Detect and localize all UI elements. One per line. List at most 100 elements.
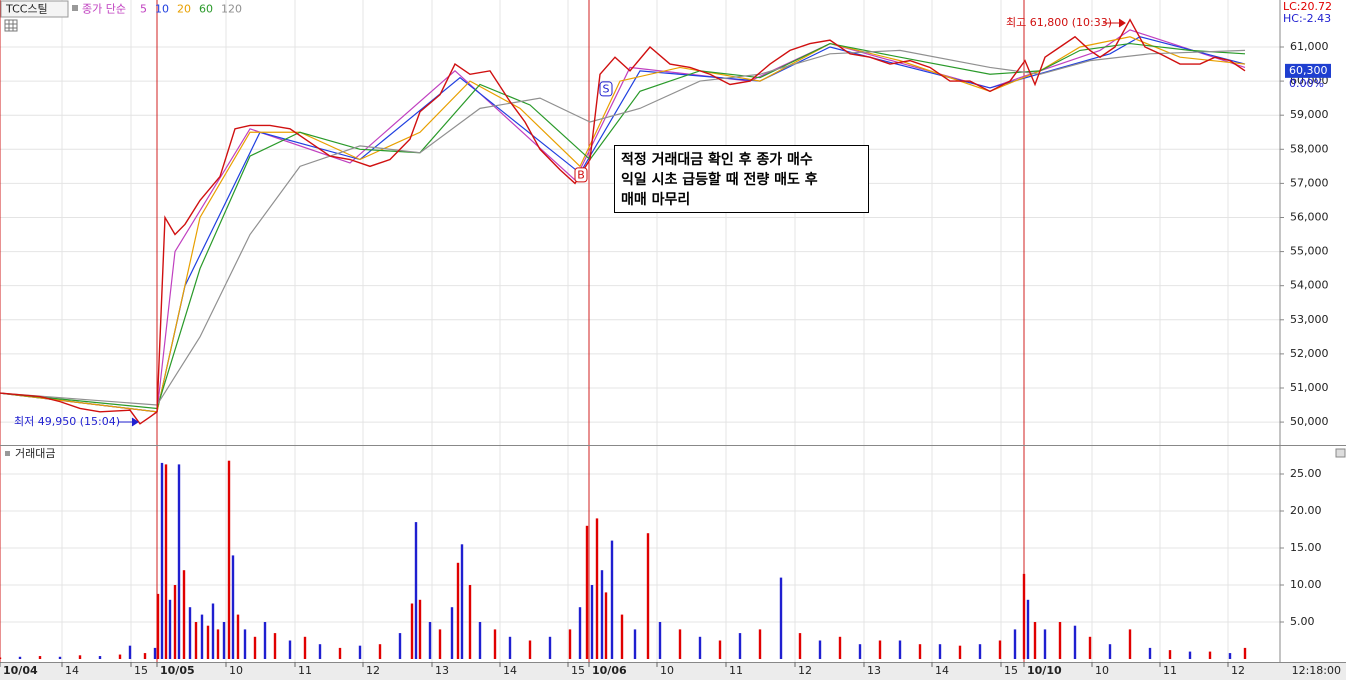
volume-bar <box>231 555 235 659</box>
legend-entry[interactable]: 10 <box>155 3 169 16</box>
volume-bar <box>938 644 942 659</box>
volume-bar <box>438 629 442 659</box>
volume-bar <box>216 629 220 659</box>
volume-bar <box>878 640 882 659</box>
volume-bar <box>568 629 572 659</box>
last-price: 60,300 <box>1289 64 1328 77</box>
volume-bar <box>604 592 608 659</box>
volume-bar <box>898 640 902 659</box>
ma-label: 종가 단순 <box>82 3 126 16</box>
legend-entry[interactable]: 120 <box>221 3 242 16</box>
volume-bar <box>858 644 862 659</box>
volume-bar <box>0 657 2 659</box>
y-tick-label: 51,000 <box>1290 381 1329 394</box>
volume-bar <box>273 633 277 659</box>
grid-icon[interactable] <box>4 19 18 32</box>
ma-line <box>0 42 1246 410</box>
x-tick-label: 10 <box>1095 664 1109 677</box>
volume-bar <box>456 562 460 659</box>
volume-bar <box>182 570 186 659</box>
volume-bar <box>358 645 362 659</box>
x-tick-label: 10/10 <box>1027 664 1062 677</box>
x-tick-label: 12 <box>798 664 812 677</box>
volume-bar <box>188 607 192 659</box>
low-label: 최저 49,950 (15:04) <box>14 415 120 428</box>
volume-bar <box>338 647 342 659</box>
volume-bar <box>678 629 682 659</box>
y-tick-label: 20.00 <box>1290 504 1322 517</box>
lc-label: LC:20.72 <box>1283 0 1332 13</box>
price-line <box>0 18 1246 425</box>
volume-bar <box>1148 647 1152 659</box>
panel-button[interactable] <box>1335 448 1346 458</box>
x-tick-label: 14 <box>65 664 79 677</box>
volume-bar <box>414 522 418 659</box>
volume-bar <box>978 644 982 659</box>
x-tick-label: 10/04 <box>3 664 38 677</box>
time-label: 12:18:00 <box>1292 664 1341 677</box>
legend-entry[interactable]: 60 <box>199 3 213 16</box>
change: 0.00% <box>1289 77 1324 90</box>
volume-title: 거래대금 <box>15 447 55 460</box>
volume-bar <box>493 629 497 659</box>
y-tick-label: 52,000 <box>1290 347 1329 360</box>
last-price-box <box>1285 63 1331 78</box>
volume-bar <box>610 540 614 659</box>
x-tick-label: 13 <box>435 664 449 677</box>
ma-line <box>0 36 1246 413</box>
y-tick-label: 59,000 <box>1290 108 1329 121</box>
volume-bar <box>468 585 472 659</box>
volume-bar <box>211 603 215 659</box>
ma-line <box>0 36 1246 413</box>
x-tick-label: 11 <box>298 664 312 677</box>
signal-label: B <box>577 168 585 181</box>
grid-icon-lines <box>5 20 17 31</box>
symbol-box[interactable] <box>0 0 69 18</box>
note-line: 적정 거래대금 확인 후 종가 매수 <box>621 151 813 168</box>
volume-bar <box>428 622 432 659</box>
volume-bar <box>1073 625 1077 659</box>
y-tick-label: 50,000 <box>1290 415 1329 428</box>
y-tick-label: 5.00 <box>1290 615 1315 628</box>
plot: SB <box>0 18 1247 659</box>
volume-bar <box>633 629 637 659</box>
volume-bar <box>528 640 532 659</box>
volume-bar <box>646 533 650 659</box>
volume-bar <box>303 636 307 659</box>
volume-bar <box>156 593 160 659</box>
x-tick-label: 10 <box>660 664 674 677</box>
y-tick-label: 55,000 <box>1290 245 1329 258</box>
volume-bar <box>1208 651 1212 659</box>
signal-marker <box>574 167 588 183</box>
volume-bar <box>658 622 662 659</box>
volume-bar <box>600 570 604 659</box>
volume-bar <box>1243 647 1247 659</box>
legend-icon <box>72 5 78 11</box>
note-box: 적정 거래대금 확인 후 종가 매수 익일 시초 급등할 때 전량 매도 후 매… <box>614 145 869 213</box>
volume-bar <box>222 622 226 659</box>
low-arrow <box>118 417 139 427</box>
volume-bar <box>38 656 42 659</box>
volume-bar <box>168 599 172 659</box>
x-tick-label: 12 <box>366 664 380 677</box>
volume-bar <box>160 462 164 659</box>
signal-marker <box>599 81 613 97</box>
high-label: 최고 61,800 (10:33) <box>1006 16 1112 29</box>
volume-bar <box>410 603 414 659</box>
legend-entry[interactable]: 20 <box>177 3 191 16</box>
volume-bar <box>450 607 454 659</box>
y-tick-label: 61,000 <box>1290 40 1329 53</box>
volume-bar <box>1033 622 1037 659</box>
x-tick-label: 14 <box>935 664 949 677</box>
volume-bar <box>227 460 231 659</box>
volume-bar <box>118 654 122 659</box>
legend-entry[interactable]: 5 <box>140 3 147 16</box>
volume-bar <box>1013 629 1017 659</box>
volume-icon <box>5 451 10 456</box>
grid-layer <box>0 0 1280 662</box>
volume-bar <box>206 625 210 659</box>
volume-bar <box>177 464 181 659</box>
volume-bar <box>1228 653 1232 659</box>
volume-bar <box>418 599 422 659</box>
volume-bar <box>958 645 962 659</box>
